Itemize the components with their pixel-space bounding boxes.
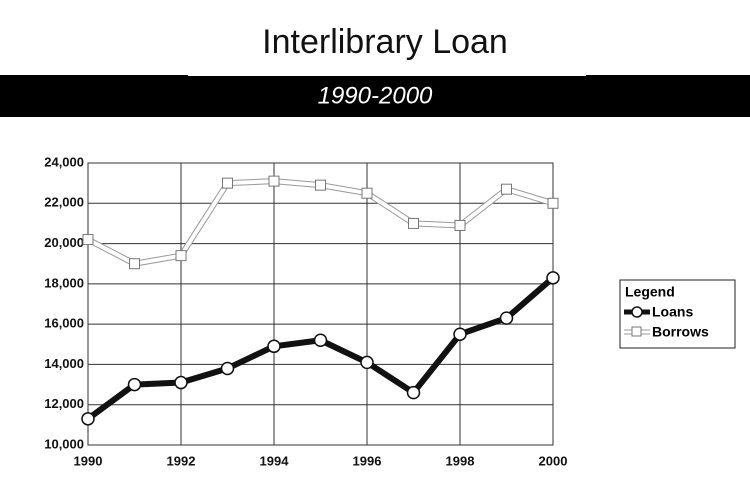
y-tick-label: 24,000 — [44, 154, 84, 169]
marker — [546, 271, 560, 285]
marker — [127, 377, 142, 392]
y-tick-label: 16,000 — [44, 316, 84, 331]
x-tick-label: 1992 — [167, 453, 196, 468]
marker — [361, 187, 373, 199]
marker — [453, 327, 467, 341]
marker — [81, 412, 95, 426]
legend-marker — [631, 326, 642, 337]
y-tick-label: 12,000 — [44, 396, 84, 411]
marker — [501, 183, 512, 195]
marker — [222, 177, 233, 189]
marker — [360, 355, 374, 370]
y-tick-label: 14,000 — [44, 356, 84, 371]
marker — [267, 339, 281, 354]
marker — [499, 311, 514, 325]
marker — [174, 375, 188, 390]
marker — [82, 234, 94, 246]
title-box — [188, 6, 586, 76]
legend-label: Borrows — [652, 324, 709, 340]
marker — [406, 385, 421, 400]
x-tick-label: 1990 — [74, 453, 103, 468]
y-tick-label: 22,000 — [44, 195, 84, 210]
marker — [408, 217, 419, 229]
legend-marker — [631, 306, 643, 318]
y-tick-label: 18,000 — [44, 275, 84, 290]
x-tick-label: 1996 — [353, 453, 382, 468]
marker — [268, 175, 280, 187]
marker — [454, 219, 466, 231]
legend: Legend Loans Borrows — [619, 279, 736, 349]
x-tick-label: 2000 — [539, 453, 568, 468]
marker — [547, 197, 559, 209]
y-tick-label: 20,000 — [44, 235, 84, 250]
marker — [220, 361, 235, 376]
subtitle-band — [0, 75, 750, 117]
marker — [313, 333, 328, 348]
marker — [315, 179, 326, 191]
x-tick-label: 1998 — [446, 453, 475, 468]
chart-title: Interlibrary Loan — [262, 23, 508, 61]
marker — [175, 250, 187, 262]
chart-subtitle: 1990-2000 — [318, 82, 433, 109]
marker — [129, 258, 140, 270]
y-tick-label: 10,000 — [44, 436, 84, 451]
x-tick-label: 1994 — [260, 453, 290, 468]
legend-label: Loans — [652, 304, 693, 320]
legend-title: Legend — [625, 284, 675, 300]
